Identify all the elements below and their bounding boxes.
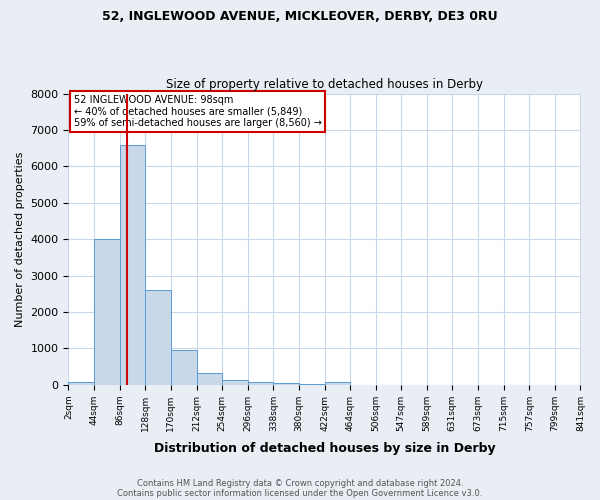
Bar xyxy=(299,384,325,385)
Bar xyxy=(94,239,119,385)
Text: 52, INGLEWOOD AVENUE, MICKLEOVER, DERBY, DE3 0RU: 52, INGLEWOOD AVENUE, MICKLEOVER, DERBY,… xyxy=(102,10,498,23)
X-axis label: Distribution of detached houses by size in Derby: Distribution of detached houses by size … xyxy=(154,442,495,455)
Text: Contains HM Land Registry data © Crown copyright and database right 2024.: Contains HM Land Registry data © Crown c… xyxy=(137,478,463,488)
Text: 52 INGLEWOOD AVENUE: 98sqm
← 40% of detached houses are smaller (5,849)
59% of s: 52 INGLEWOOD AVENUE: 98sqm ← 40% of deta… xyxy=(74,95,322,128)
Bar xyxy=(248,382,274,385)
Y-axis label: Number of detached properties: Number of detached properties xyxy=(15,152,25,327)
Title: Size of property relative to detached houses in Derby: Size of property relative to detached ho… xyxy=(166,78,483,91)
Text: Contains public sector information licensed under the Open Government Licence v3: Contains public sector information licen… xyxy=(118,488,482,498)
Bar xyxy=(325,382,350,385)
Bar xyxy=(119,144,145,385)
Bar xyxy=(274,382,299,385)
Bar xyxy=(222,380,248,385)
Bar xyxy=(171,350,197,385)
Bar xyxy=(197,373,222,385)
Bar xyxy=(68,382,94,385)
Bar xyxy=(145,290,171,385)
